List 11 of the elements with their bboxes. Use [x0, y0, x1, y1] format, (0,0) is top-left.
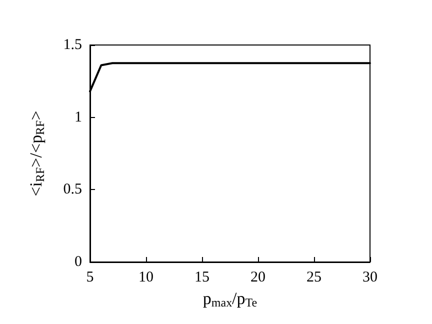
x-tick-label: 15: [194, 270, 210, 286]
y-tick-label: 1.5: [63, 37, 82, 53]
x-tick-label: 5: [86, 270, 94, 286]
y-tick-label: 1: [74, 109, 82, 126]
y-tick-label: 0: [74, 254, 82, 270]
x-tick-label: 25: [306, 270, 322, 286]
x-tick-label: 20: [250, 270, 266, 286]
y-axis-title: <iRF>/<pRF>: [26, 110, 47, 196]
y-tick-label: 0.5: [63, 182, 82, 198]
x-tick-label: 10: [138, 270, 154, 286]
x-tick-label: 30: [362, 270, 378, 286]
